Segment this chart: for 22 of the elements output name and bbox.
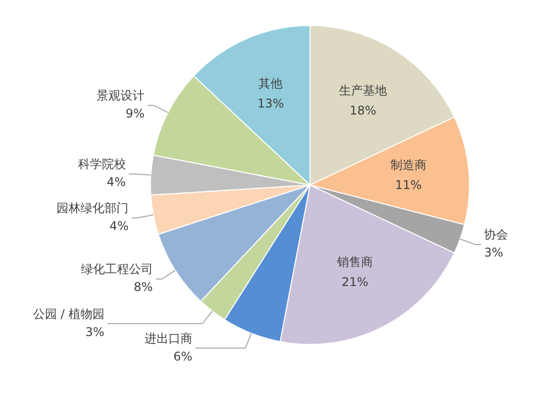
- data-label: 9%: [126, 106, 145, 120]
- slice-label: 制造商: [390, 158, 426, 172]
- data-label: 6%: [173, 349, 192, 364]
- slice-label: 园林绿化部门: [56, 201, 129, 216]
- slice-label: 生产基地: [338, 84, 387, 98]
- data-label: 4%: [106, 175, 126, 190]
- slice-label: 绿化工程公司: [80, 262, 153, 276]
- slice-label: 科学院校: [78, 157, 126, 172]
- slice-label: 公园 / 植物园: [32, 306, 104, 321]
- data-label: 13%: [257, 96, 284, 110]
- data-label: 18%: [350, 104, 376, 118]
- slice-label: 其他: [258, 76, 283, 90]
- slice-label: 进出口商: [144, 331, 192, 346]
- data-label: 3%: [85, 324, 104, 339]
- data-label: 4%: [110, 219, 129, 234]
- data-label: 21%: [342, 275, 368, 290]
- slice-label: 销售商: [336, 255, 373, 270]
- slice-label: 协会: [484, 228, 508, 242]
- data-label: 3%: [484, 246, 504, 260]
- data-label: 8%: [134, 280, 153, 294]
- data-label: 11%: [395, 178, 422, 192]
- slice-label: 景观设计: [96, 88, 145, 102]
